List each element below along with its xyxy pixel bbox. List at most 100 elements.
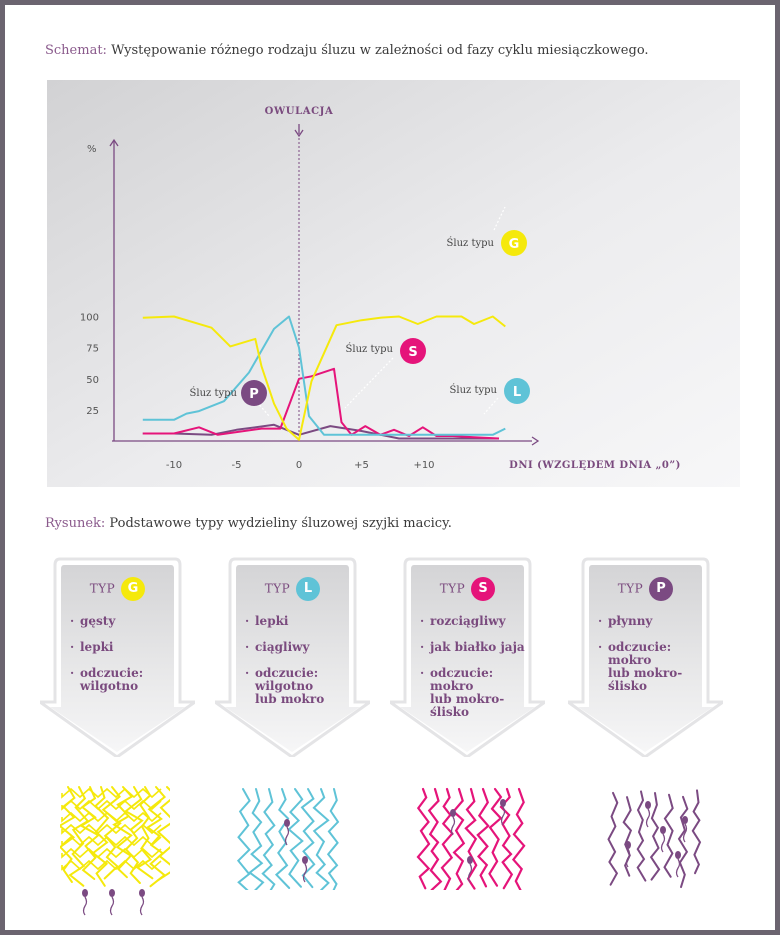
bullet-icon: · bbox=[70, 614, 75, 628]
series-line-p bbox=[142, 423, 499, 440]
sperm-icon bbox=[284, 819, 290, 827]
mucus-strand bbox=[440, 787, 454, 890]
mucus-strand bbox=[691, 789, 702, 875]
y-tick-label: 50 bbox=[86, 375, 99, 386]
card-feature-item: · jak białko jaja bbox=[420, 640, 540, 654]
card-heading: TYP P bbox=[568, 577, 723, 601]
sperm-tail bbox=[109, 896, 115, 916]
card-feature-text: lepki bbox=[255, 614, 289, 628]
sperm-icon bbox=[625, 841, 631, 849]
mucus-illustration-g bbox=[60, 786, 170, 916]
mucus-strand bbox=[79, 786, 101, 880]
mucus-strand bbox=[488, 787, 503, 887]
sperm-icon bbox=[82, 889, 88, 897]
mucus-strand bbox=[511, 787, 526, 890]
sperm-tail bbox=[467, 863, 473, 883]
mucus-strand bbox=[145, 786, 167, 888]
mucus-strand bbox=[649, 792, 661, 881]
series-label-leader bbox=[483, 397, 499, 415]
mucus-strand bbox=[636, 790, 647, 882]
sperm-tail bbox=[302, 863, 308, 883]
sperm-tail bbox=[500, 806, 506, 826]
card-arrow-shape bbox=[40, 557, 195, 757]
mucus-type-card: TYP G · gęsty · lepki · odczucie: wilgotno bbox=[40, 557, 195, 757]
x-tick-label: +5 bbox=[354, 460, 369, 471]
series-badge-circle bbox=[501, 230, 527, 256]
mucus-strand bbox=[135, 786, 154, 880]
bullet-icon: · bbox=[598, 640, 603, 654]
mucus-strand bbox=[416, 787, 431, 890]
mucus-strand bbox=[677, 795, 689, 889]
mucus-illustration-s bbox=[416, 787, 526, 890]
bullet-icon: · bbox=[420, 666, 425, 680]
series-label-text: Śluz typu bbox=[346, 343, 394, 355]
bullet-icon: · bbox=[420, 640, 425, 654]
mucus-strand bbox=[287, 788, 304, 888]
mucus-strand bbox=[464, 787, 478, 890]
card-feature-text: odczucie: wilgotno lub mokro bbox=[255, 666, 325, 706]
series-badge-s: S bbox=[408, 345, 417, 360]
card-type-label: TYP bbox=[89, 581, 116, 596]
card-type-badge: P bbox=[649, 577, 674, 601]
card-feature-list: · rozciągliwy · jak białko jaja · odczucie: m… bbox=[420, 615, 540, 732]
mucus-strand bbox=[312, 788, 330, 890]
mucus-strand bbox=[663, 793, 674, 878]
chart: % 25 50 75 100 -10 -5 0 +5 +10 DNI (WZGLĘDEM DNIA … bbox=[47, 80, 740, 487]
mucus-strand bbox=[61, 847, 162, 859]
sperm-icon bbox=[500, 799, 506, 807]
bullet-icon: · bbox=[70, 640, 75, 654]
y-axis-arrow bbox=[109, 138, 119, 147]
card-arrow-shape bbox=[215, 557, 370, 757]
bullet-icon: · bbox=[245, 640, 250, 654]
series-badge-g: G bbox=[509, 237, 520, 252]
card-feature-text: gęsty bbox=[80, 614, 116, 628]
mucus-strand bbox=[156, 786, 170, 882]
mucus-strand bbox=[61, 811, 162, 823]
series-label-text: Śluz typu bbox=[190, 387, 238, 399]
series-badge-circle bbox=[241, 380, 267, 406]
series-badge-circle bbox=[504, 378, 530, 404]
sperm-icon bbox=[645, 801, 651, 809]
sperm-icon bbox=[450, 809, 456, 817]
sperm-icon bbox=[682, 816, 688, 824]
x-tick-label: -10 bbox=[166, 460, 182, 471]
y-tick-label: 25 bbox=[86, 406, 99, 417]
mucus-strand bbox=[607, 791, 619, 886]
card-feature-text: lepki bbox=[80, 640, 114, 654]
card-type-label: TYP bbox=[264, 581, 291, 596]
chart-caption-text: Występowanie różnego rodzaju śluzu w zal… bbox=[106, 43, 649, 58]
sperm-tail bbox=[682, 823, 688, 843]
sperm-icon bbox=[467, 856, 473, 864]
bullet-icon: · bbox=[70, 666, 75, 680]
chart-panel: % 25 50 75 100 -10 -5 0 +5 +10 DNI (WZGLĘDEM DNIA … bbox=[47, 80, 740, 487]
card-feature-text: odczucie: mokro lub mokro- ślisko bbox=[608, 640, 683, 693]
bullet-icon: · bbox=[420, 614, 425, 628]
sperm-tail bbox=[284, 826, 290, 846]
mucus-strand bbox=[248, 788, 265, 890]
mucus-strand bbox=[68, 786, 90, 887]
mucus-strand bbox=[61, 799, 162, 811]
x-axis-label: DNI (WZGLĘDEM DNIA „0”) bbox=[509, 460, 681, 471]
sperm-tail bbox=[82, 896, 88, 916]
mucus-type-card: TYP P · płynny · odczucie: mokro lub mokro- ś… bbox=[568, 557, 723, 757]
card-heading: TYP G bbox=[40, 577, 195, 601]
sperm-tail bbox=[660, 833, 666, 853]
mucus-strand bbox=[61, 787, 162, 799]
card-feature-text: jak białko jaja bbox=[430, 640, 525, 654]
chart-background bbox=[47, 80, 740, 487]
series-label-text: Śluz typu bbox=[447, 237, 495, 249]
bullet-icon: · bbox=[598, 614, 603, 628]
card-feature-item: · odczucie: mokro lub mokro- ślisko bbox=[598, 640, 718, 693]
card-feature-list: · gęsty · lepki · odczucie: wilgotno bbox=[70, 614, 190, 706]
chart-caption-lead: Schemat: bbox=[45, 43, 107, 58]
mucus-strand bbox=[101, 786, 122, 880]
mucus-strand bbox=[91, 786, 110, 887]
card-feature-item: · lepki bbox=[245, 614, 365, 628]
series-badge-circle bbox=[400, 338, 426, 364]
y-tick-label: 75 bbox=[86, 344, 99, 355]
card-feature-item: · odczucie: wilgotno lub mokro bbox=[245, 666, 365, 706]
card-feature-item: · rozciągliwy bbox=[420, 615, 540, 628]
card-heading: TYP L bbox=[215, 577, 370, 601]
mucus-strand bbox=[427, 787, 443, 890]
series-label-leader bbox=[256, 401, 270, 417]
